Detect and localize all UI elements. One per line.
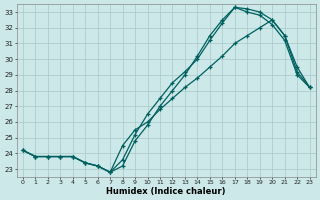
X-axis label: Humidex (Indice chaleur): Humidex (Indice chaleur): [107, 187, 226, 196]
